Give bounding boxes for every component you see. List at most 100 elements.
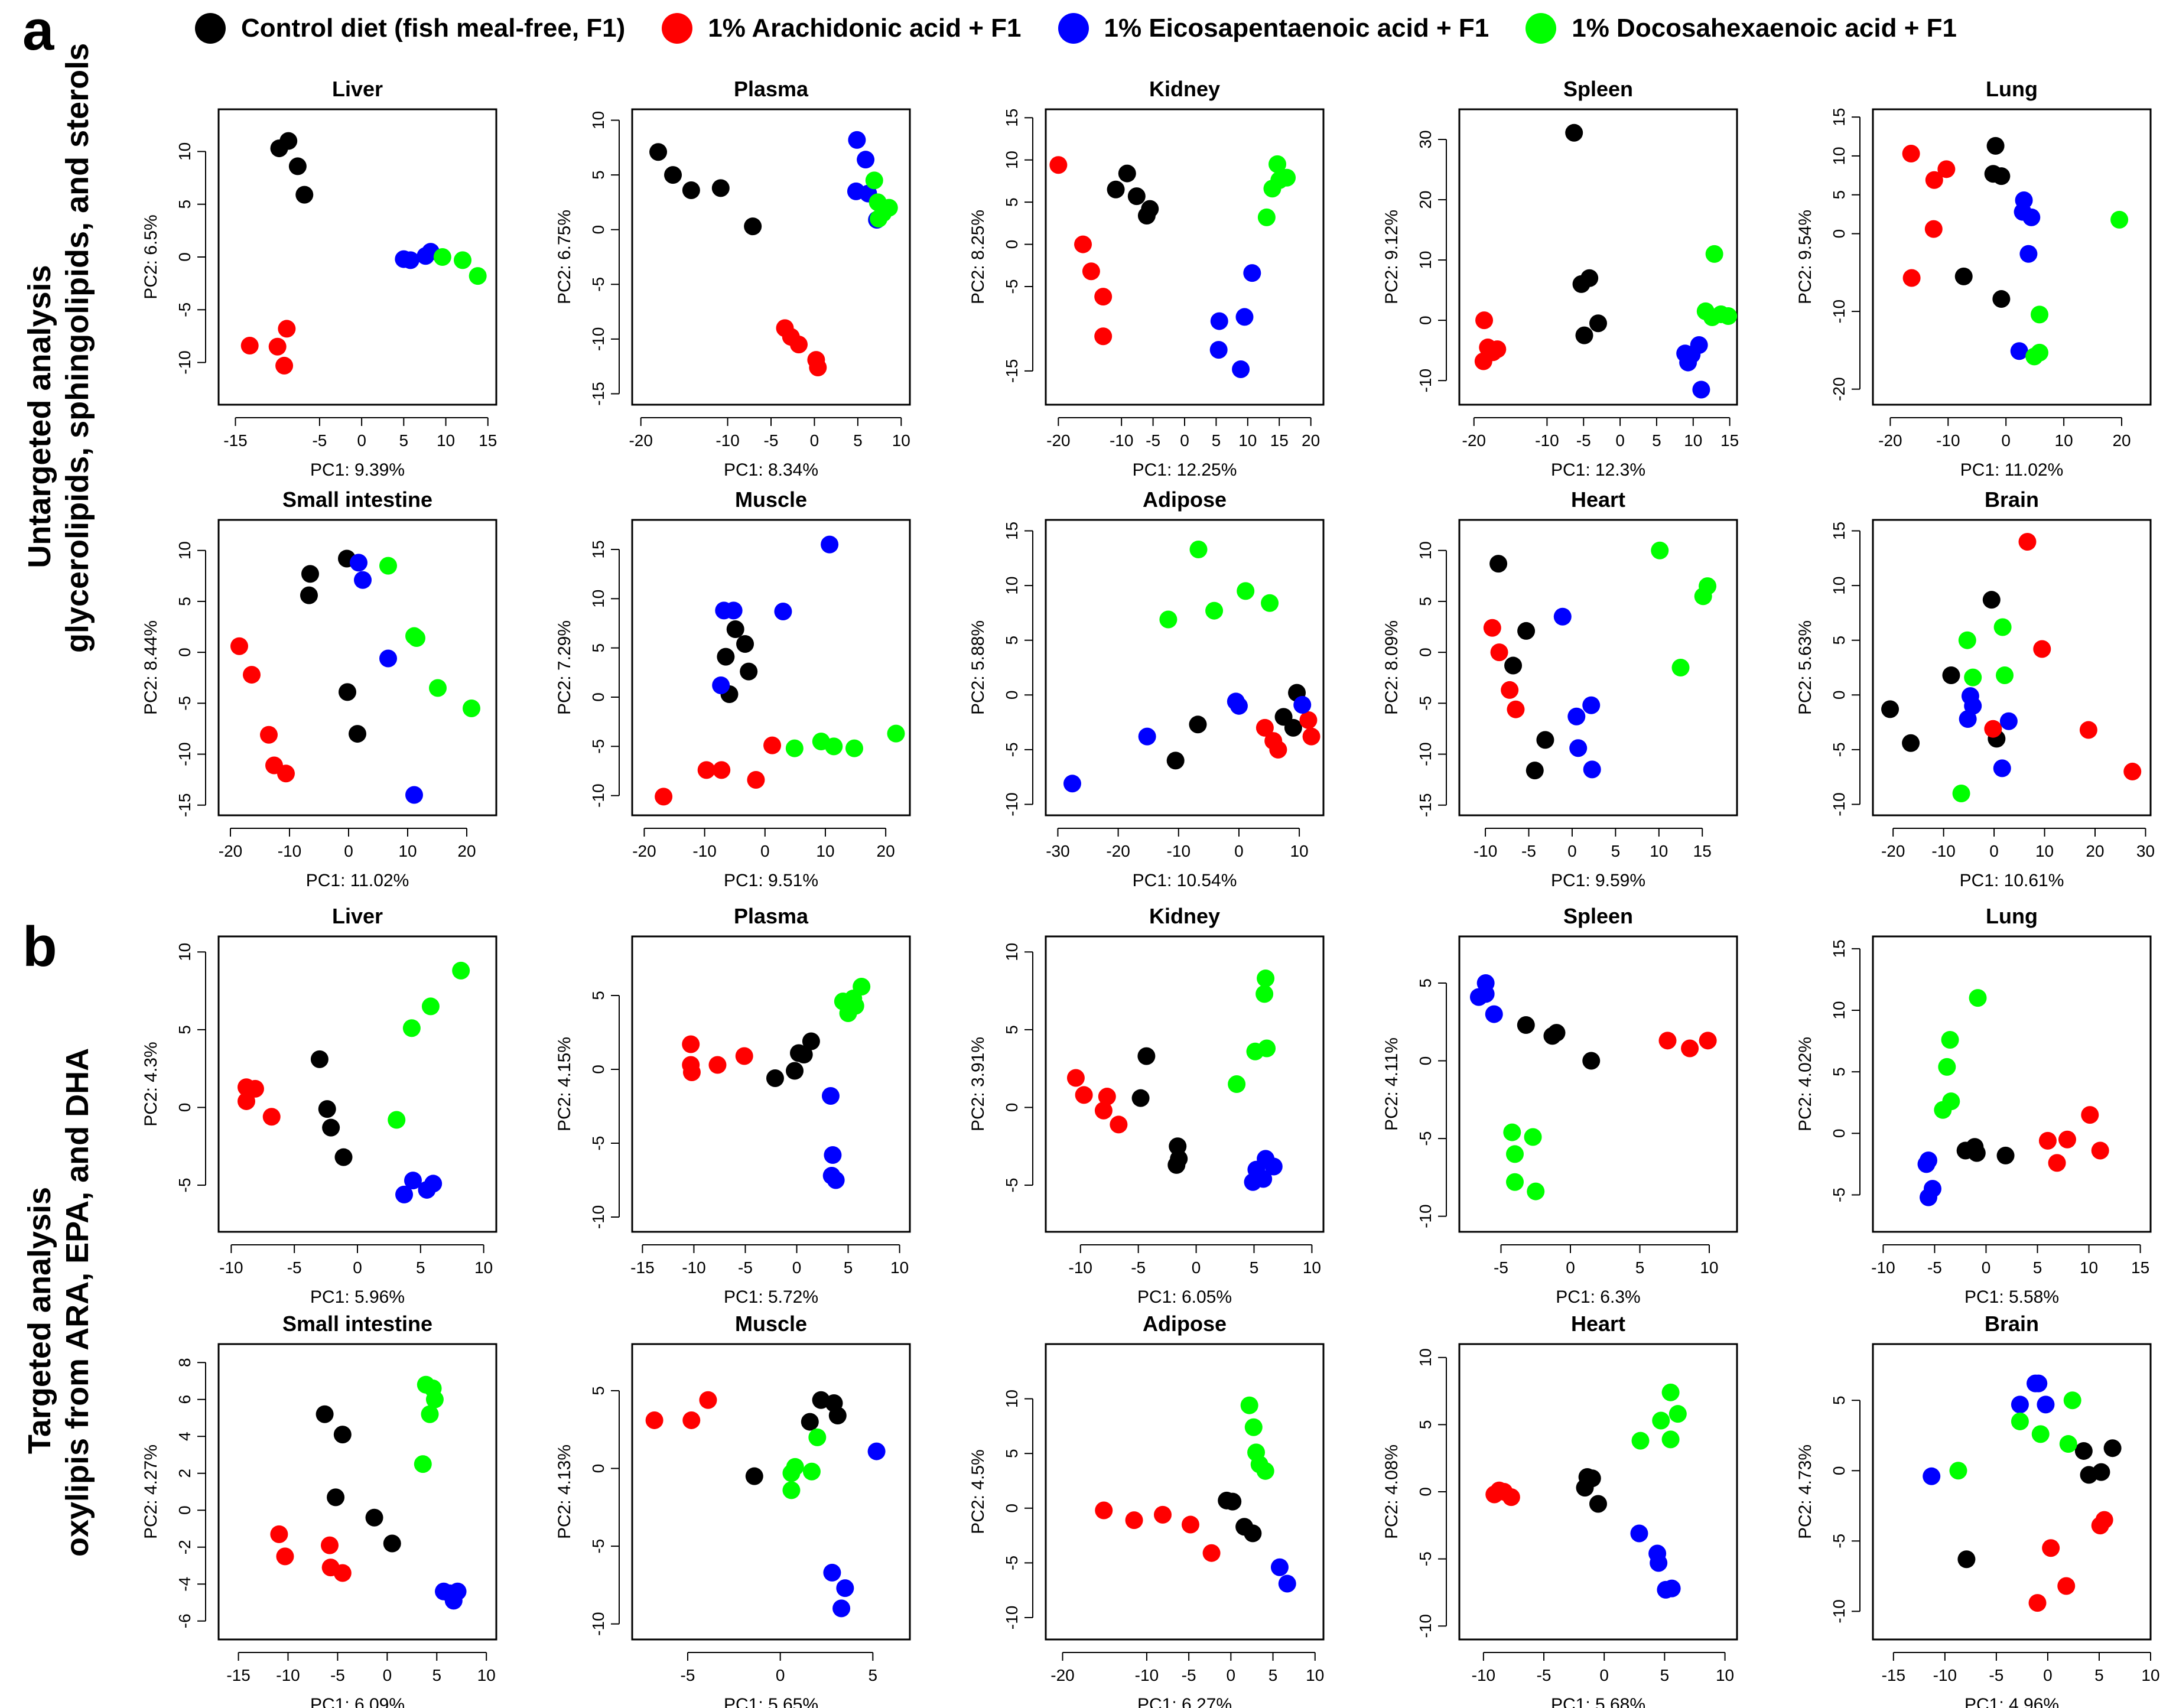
- x-axis-label: PC1: 5.68%: [1551, 1695, 1645, 1708]
- legend-dot-icon: [1058, 13, 1089, 44]
- point-dha: [1527, 1182, 1545, 1201]
- y-tick-label: 5: [1830, 636, 1848, 645]
- y-tick-label: -5: [175, 302, 194, 317]
- y-tick-label: -5: [175, 696, 194, 711]
- point-dha: [1651, 541, 1669, 559]
- point-epa: [1583, 760, 1601, 779]
- x-tick-label: -10: [1474, 842, 1497, 860]
- x-tick-label: 20: [1302, 431, 1320, 450]
- point-epa: [379, 649, 397, 668]
- y-tick-label: -10: [1003, 792, 1021, 816]
- chart-title: Liver: [332, 77, 383, 101]
- point-epa: [821, 535, 839, 554]
- x-tick-label: -20: [219, 842, 242, 860]
- y-tick-label: 4: [175, 1432, 194, 1441]
- point-dha: [1205, 601, 1224, 620]
- point-ctrl: [301, 565, 319, 583]
- y-tick-label: 0: [175, 1103, 194, 1112]
- plot-frame: [631, 108, 911, 406]
- y-tick-label: -15: [1003, 359, 1021, 383]
- x-tick-label: 5: [399, 431, 409, 450]
- point-epa: [2011, 1395, 2029, 1414]
- point-epa: [401, 251, 419, 269]
- chart-a-plasma: Plasma -20 -10 -5 0 5 10 PC1: 8.34% -15 -10 -5 0 5 10…: [555, 77, 911, 480]
- point-ctrl: [1118, 164, 1136, 183]
- point-ctrl: [1224, 1492, 1242, 1511]
- point-epa: [1923, 1467, 1941, 1485]
- plot-frame: [217, 1343, 497, 1641]
- point-ara: [2091, 1141, 2109, 1160]
- x-tick-label: 15: [1270, 431, 1289, 450]
- point-ara: [713, 761, 731, 779]
- point-dha: [454, 251, 472, 269]
- point-epa: [354, 571, 372, 589]
- point-dha: [825, 737, 843, 756]
- x-tick-label: 5: [844, 1258, 853, 1277]
- x-tick-label: 10: [398, 842, 417, 860]
- point-ara: [1074, 235, 1092, 253]
- y-tick-label: 0: [175, 648, 194, 657]
- x-tick-label: 0: [1234, 842, 1244, 860]
- y-axis-label: PC2: 8.25%: [968, 210, 988, 304]
- plot-frame: [1872, 108, 2152, 406]
- point-ara: [1299, 711, 1318, 729]
- y-tick-label: -10: [1830, 1599, 1848, 1623]
- plot-frame: [1045, 519, 1325, 816]
- y-tick-label: 0: [589, 225, 607, 235]
- point-dha: [2063, 1391, 2081, 1410]
- y-tick-label: 5: [175, 1025, 194, 1034]
- x-tick-label: 0: [1566, 1258, 1575, 1277]
- legend-label: 1% Arachidonic acid + F1: [708, 14, 1022, 43]
- point-epa: [405, 786, 423, 804]
- chart-title: Plasma: [734, 77, 809, 101]
- point-ara: [1924, 220, 1943, 238]
- x-tick-label: 0: [357, 431, 366, 450]
- chart-title: Muscle: [735, 1312, 807, 1336]
- x-tick-label: -20: [629, 431, 652, 450]
- point-dha: [425, 1390, 444, 1408]
- point-ara: [1075, 1086, 1093, 1104]
- y-tick-label: -5: [1003, 742, 1021, 757]
- x-tick-label: -10: [692, 842, 716, 860]
- y-tick-label: -5: [589, 277, 607, 292]
- point-ctrl: [349, 725, 366, 743]
- point-ara: [2038, 1131, 2057, 1150]
- x-tick-label: -15: [226, 1666, 250, 1684]
- x-tick-label: 5: [1212, 431, 1221, 450]
- point-dha: [463, 699, 480, 717]
- x-axis-label: PC1: 6.09%: [310, 1695, 405, 1708]
- point-ara: [243, 666, 261, 684]
- x-tick-label: -10: [1931, 842, 1955, 860]
- x-tick-label: -10: [219, 1258, 243, 1277]
- point-ctrl: [339, 683, 356, 701]
- point-ara: [277, 764, 295, 783]
- point-ctrl: [1992, 167, 2011, 186]
- point-ara: [1479, 339, 1497, 357]
- y-axis-label: PC2: 4.5%: [968, 1449, 988, 1534]
- point-ctrl: [1580, 269, 1599, 287]
- plot-frame: [217, 519, 497, 816]
- x-tick-label: 5: [853, 431, 863, 450]
- point-ctrl: [334, 1148, 353, 1166]
- x-tick-label: -10: [1936, 431, 1960, 450]
- point-epa: [1063, 775, 1081, 793]
- point-epa: [2022, 208, 2041, 226]
- point-dha: [2110, 210, 2129, 229]
- x-tick-label: -10: [715, 431, 739, 450]
- y-axis-label: PC2: 4.73%: [1796, 1445, 1815, 1539]
- y-tick-label: -15: [1416, 793, 1435, 817]
- point-dha: [1189, 541, 1208, 558]
- point-ctrl: [327, 1488, 345, 1507]
- y-tick-label: -4: [175, 1577, 194, 1592]
- chart-title: Lung: [1986, 904, 2038, 928]
- legend-item-dha: 1% Docosahexaenoic acid + F1: [1526, 13, 1957, 44]
- point-ctrl: [1996, 1146, 2015, 1164]
- x-axis-label: PC1: 11.02%: [306, 871, 409, 890]
- point-ctrl: [711, 179, 730, 197]
- point-epa: [1567, 707, 1586, 726]
- point-dha: [1938, 1058, 1956, 1076]
- x-tick-label: -5: [330, 1666, 345, 1684]
- point-dha: [1949, 1462, 1967, 1480]
- x-tick-label: -10: [1135, 1666, 1159, 1684]
- y-tick-label: 5: [1003, 1025, 1021, 1034]
